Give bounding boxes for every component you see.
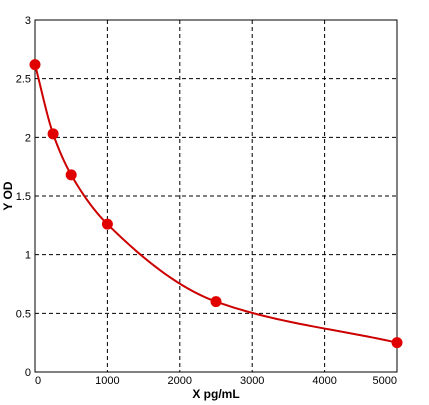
x-tick-label: 5000 [373,375,397,387]
x-axis-label: X pg/mL [192,387,239,401]
y-tick-label: 0.5 [16,308,31,320]
data-point [391,337,403,349]
y-tick-label: 1 [25,250,31,262]
x-tick-label: 2000 [168,375,192,387]
data-points [29,59,403,349]
y-tick-label: 2 [25,132,31,144]
y-tick-label: 0 [25,367,31,379]
grid-lines [35,20,397,372]
data-point [210,296,222,308]
fit-curve [34,64,398,344]
data-point [65,169,77,181]
data-point [29,59,41,71]
x-tick-label: 4000 [312,375,336,387]
y-tick-label: 1.5 [16,191,31,203]
y-axis-label: Y OD [1,181,15,210]
x-tick-label: 1000 [95,375,119,387]
data-point [47,128,59,140]
tick-labels: 0 1000 2000 3000 4000 5000 0 0.5 1 1.5 2 2.5 3 [16,15,397,387]
x-tick-label: 3000 [240,375,264,387]
data-point [101,218,113,230]
y-tick-label: 3 [25,15,31,27]
y-tick-label: 2.5 [16,74,31,86]
plot-area [34,19,398,373]
fit-curve-layer [34,64,398,344]
x-tick-label: 0 [35,375,41,387]
